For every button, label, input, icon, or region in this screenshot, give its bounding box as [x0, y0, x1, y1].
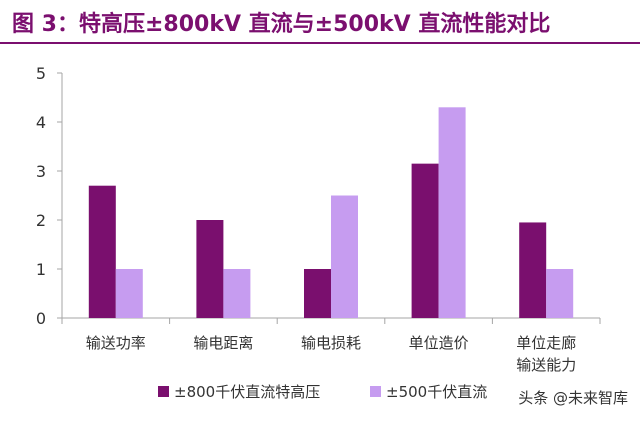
y-tick-label-2: 2	[36, 211, 46, 230]
bar-s0-c3	[411, 163, 439, 318]
bar-s1-c1	[223, 269, 251, 318]
y-tick-label-5: 5	[36, 64, 46, 83]
x-category-label-3: 单位造价	[409, 334, 469, 352]
y-tick-label-4: 4	[36, 113, 46, 132]
bar-s0-c4	[519, 222, 547, 318]
x-category-label-line: 单位走廊	[516, 334, 576, 352]
x-category-label-2: 输电损耗	[301, 334, 361, 352]
legend-label-0: ±800千伏直流特高压	[174, 383, 320, 401]
x-category-label-line: 输电损耗	[301, 334, 361, 352]
y-tick-label-0: 0	[36, 309, 46, 328]
legend-swatch-1	[370, 386, 381, 397]
bar-s1-c4	[546, 269, 574, 318]
x-category-label-line: 输电距离	[193, 334, 253, 352]
bar-s1-c2	[331, 195, 358, 318]
x-category-label-line: 输送能力	[516, 356, 576, 374]
title-divider	[0, 42, 640, 44]
bar-s1-c3	[438, 107, 466, 318]
figure-title: 图 3：特高压±800kV 直流与±500kV 直流性能对比	[12, 12, 551, 37]
x-category-label-0: 输送功率	[86, 334, 146, 352]
bar-s0-c1	[196, 220, 224, 318]
bar-s0-c2	[304, 269, 331, 318]
y-tick-label-1: 1	[36, 260, 46, 279]
bar-s0-c0	[88, 185, 116, 318]
legend-swatch-0	[158, 386, 169, 397]
bar-s1-c0	[115, 269, 143, 318]
x-category-label-4: 单位走廊输送能力	[516, 334, 576, 374]
x-category-label-line: 输送功率	[86, 334, 146, 352]
x-category-label-line: 单位造价	[409, 334, 469, 352]
y-tick-label-3: 3	[36, 162, 46, 181]
legend-label-1: ±500千伏直流	[386, 383, 487, 401]
watermark: 头条 @未来智库	[518, 389, 628, 407]
x-category-label-1: 输电距离	[193, 334, 253, 352]
